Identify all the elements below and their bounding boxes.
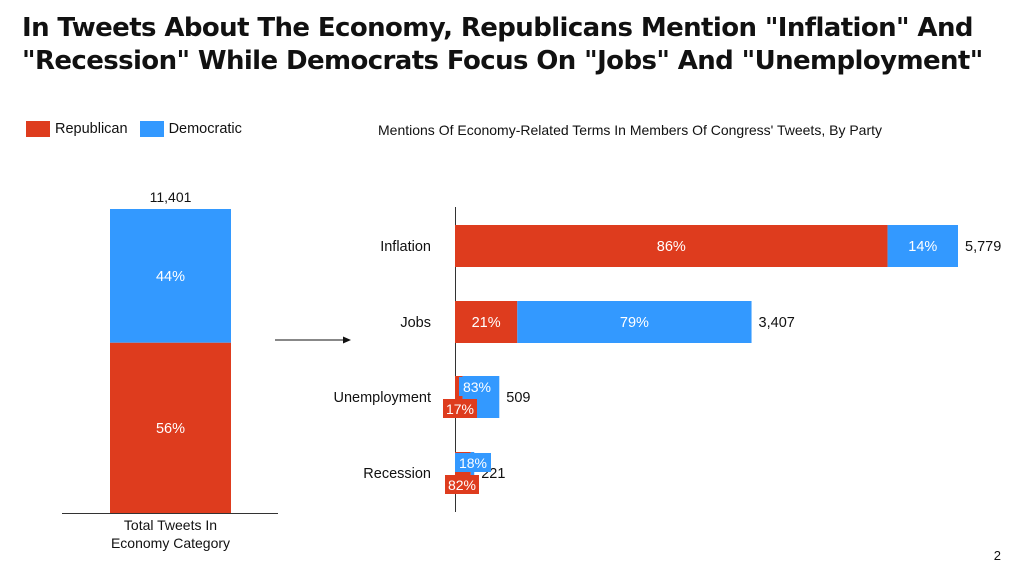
category-label: Unemployment	[333, 390, 431, 406]
category-label: Jobs	[400, 315, 431, 331]
bar-total-label: 509	[506, 390, 530, 406]
legend: Republican Democratic	[26, 121, 254, 137]
bar-republican	[455, 376, 463, 418]
bar-label-republican: 17%	[446, 401, 474, 417]
total-label-republican: 56%	[156, 421, 185, 437]
callout-box-republican	[443, 399, 477, 418]
callout-box-democratic	[455, 453, 491, 472]
total-bar-democratic	[110, 209, 231, 343]
bar-label-republican: 82%	[448, 477, 476, 493]
category-label: Inflation	[380, 239, 431, 255]
legend-swatch-republican	[26, 121, 50, 137]
bar-total-label: 3,407	[759, 315, 795, 331]
bar-label-democratic: 79%	[620, 315, 649, 331]
arrow-head	[343, 336, 351, 344]
legend-label-republican: Republican	[55, 121, 128, 137]
bar-democratic	[887, 225, 958, 267]
chart-subtitle: Mentions Of Economy-Related Terms In Mem…	[378, 122, 883, 138]
bar-total-label: 5,779	[965, 239, 1001, 255]
bar-republican	[455, 301, 518, 343]
total-bar-republican	[110, 342, 231, 513]
category-label: Recession	[363, 466, 431, 482]
total-label-democratic: 44%	[156, 269, 185, 285]
legend-swatch-democratic	[139, 121, 164, 137]
chart-title: In Tweets About The Economy, Republicans…	[22, 13, 983, 76]
bar-label-democratic: 83%	[463, 379, 491, 395]
bar-label-democratic: 14%	[908, 239, 937, 255]
total-category-label: Total Tweets In	[124, 517, 217, 533]
bar-label-democratic: 18%	[459, 455, 487, 471]
total-value-label: 11,401	[150, 189, 192, 205]
bar-label-republican: 86%	[657, 239, 686, 255]
bar-label-republican: 21%	[472, 315, 501, 331]
callout-box-democratic	[459, 377, 495, 396]
page-number: 2	[993, 548, 1001, 563]
bar-democratic	[517, 301, 752, 343]
legend-label-democratic: Democratic	[168, 121, 242, 137]
bar-democratic	[470, 452, 475, 494]
total-category-label: Economy Category	[111, 535, 230, 551]
callout-box-republican	[445, 475, 479, 494]
bar-republican	[455, 225, 888, 267]
